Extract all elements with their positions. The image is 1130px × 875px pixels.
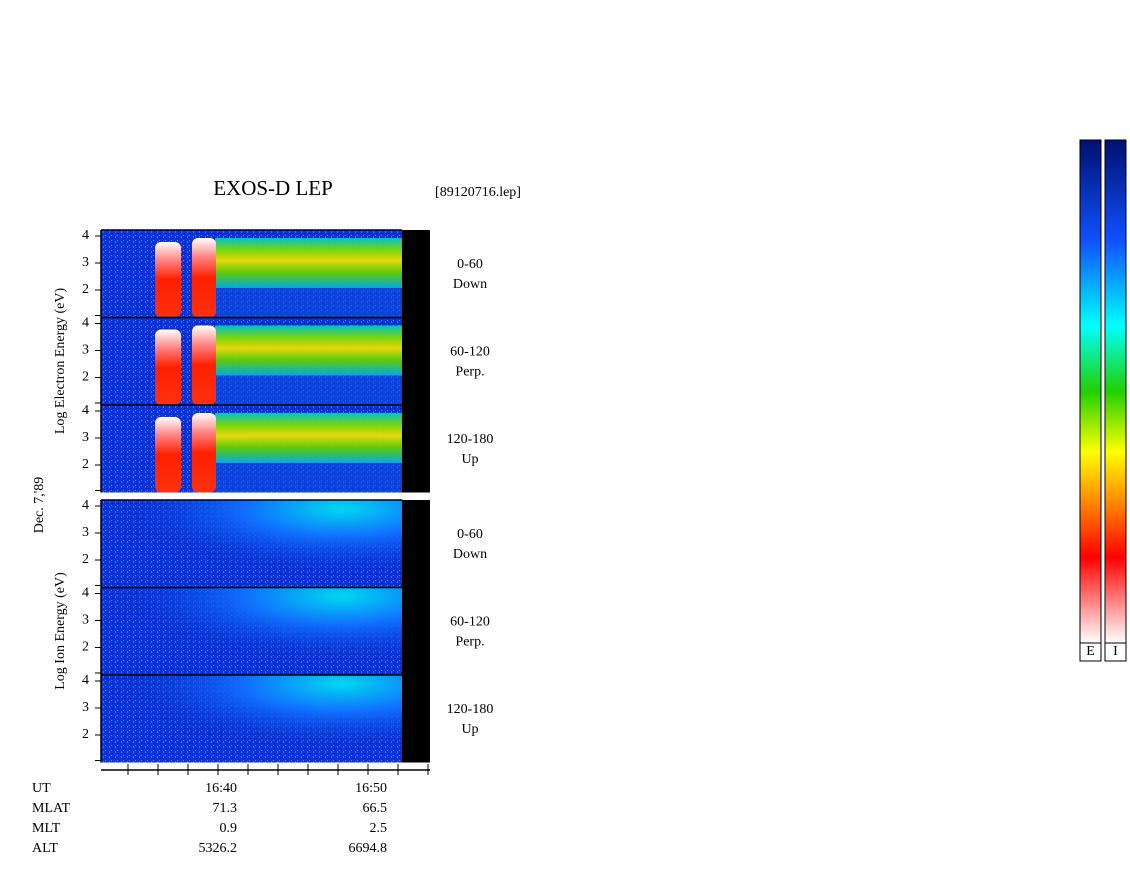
row-value: 66.5: [363, 801, 388, 816]
title: EXOS-D LEP: [213, 176, 333, 200]
y-tick-label: 4: [82, 403, 89, 418]
spectrogram-glow: [101, 500, 402, 588]
direction: Perp.: [455, 635, 484, 650]
data-gap: [402, 500, 430, 588]
data-gap: [402, 230, 430, 318]
spectrogram-hot: [192, 238, 216, 318]
y-tick-label: 2: [82, 552, 89, 567]
direction: Up: [461, 722, 478, 737]
row-label: MLAT: [32, 801, 71, 816]
y-tick-label: 2: [82, 370, 89, 385]
row-value: 16:40: [205, 781, 237, 796]
spectrogram-hot: [155, 242, 181, 318]
y-axis-label: Log Ion Energy (eV): [53, 572, 68, 690]
y-tick-label: 4: [82, 586, 89, 601]
y-tick-label: 3: [82, 525, 89, 540]
angle-range: 60-120: [450, 615, 490, 630]
row-value: 2.5: [370, 821, 388, 836]
row-value: 5326.2: [199, 841, 238, 856]
spectrogram-band: [215, 463, 402, 492]
angle-range: 120-180: [447, 432, 494, 447]
y-tick-label: 2: [82, 282, 89, 297]
angle-range: 120-180: [447, 702, 494, 717]
y-tick-label: 3: [82, 343, 89, 358]
spectrogram-band: [215, 288, 402, 317]
spectrogram-hot: [192, 413, 216, 493]
angle-range: 0-60: [457, 257, 483, 272]
row-value: 0.9: [220, 821, 238, 836]
data-gap: [402, 587, 430, 675]
colorbar-label: I: [1113, 644, 1118, 659]
spectrogram-hot: [192, 325, 216, 405]
colorbar: [1079, 139, 1102, 644]
row-value: 16:50: [355, 781, 387, 796]
file-name: [89120716.lep]: [435, 185, 521, 200]
colorbar-label: E: [1086, 644, 1095, 659]
row-value: 71.3: [213, 801, 238, 816]
direction: Perp.: [455, 365, 484, 380]
direction: Down: [453, 547, 487, 562]
spectrogram-band: [215, 375, 402, 405]
y-tick-label: 4: [82, 498, 89, 513]
colorbar-label-box: [1104, 642, 1127, 662]
y-tick-label: 3: [82, 613, 89, 628]
spectrogram-band: [215, 413, 402, 463]
row-label: UT: [32, 781, 51, 796]
spectrogram-hot: [155, 417, 181, 493]
y-tick-label: 2: [82, 457, 89, 472]
y-tick-label: 3: [82, 430, 89, 445]
y-tick-label: 4: [82, 673, 89, 688]
date: Dec. 7,'89: [32, 477, 47, 534]
spectrogram-hot: [155, 329, 181, 405]
y-tick-label: 4: [82, 228, 89, 243]
spectrogram-glow: [101, 675, 402, 763]
y-tick-label: 2: [82, 727, 89, 742]
y-tick-label: 3: [82, 700, 89, 715]
angle-range: 0-60: [457, 527, 483, 542]
row-label: ALT: [32, 841, 58, 856]
y-tick-label: 3: [82, 255, 89, 270]
angle-range: 60-120: [450, 345, 490, 360]
row-value: 6694.8: [349, 841, 388, 856]
y-tick-label: 2: [82, 640, 89, 655]
spectrogram-band: [215, 238, 402, 288]
direction: Up: [461, 452, 478, 467]
y-tick-label: 4: [82, 316, 89, 331]
data-gap: [402, 675, 430, 763]
colorbar: [1104, 139, 1127, 644]
direction: Down: [453, 277, 487, 292]
row-label: MLT: [32, 821, 61, 836]
y-axis-label: Log Electron Energy (eV): [53, 288, 68, 435]
colorbar-label-box: [1079, 642, 1102, 662]
spectrogram-band: [215, 325, 402, 376]
data-gap: [402, 405, 430, 493]
spectrogram-glow: [101, 587, 402, 675]
data-gap: [402, 317, 430, 405]
